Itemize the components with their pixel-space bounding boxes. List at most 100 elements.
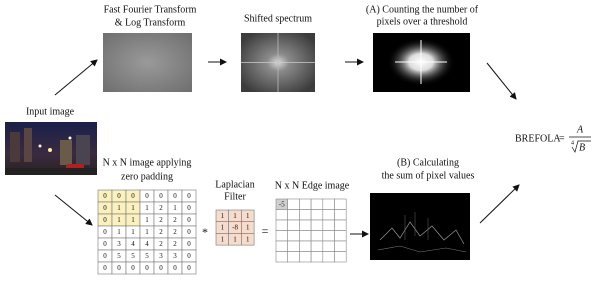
matrix-value: 3 bbox=[117, 240, 121, 248]
matrix-value: 2 bbox=[159, 240, 163, 248]
matrix-value: 1 bbox=[145, 204, 149, 212]
matrix-value: -8 bbox=[232, 224, 238, 232]
matrix-cell bbox=[287, 251, 300, 263]
matrix-value: 0 bbox=[103, 264, 107, 272]
matrix-cell bbox=[310, 198, 324, 210]
padding-label: N x N image applying bbox=[103, 157, 192, 168]
matrix-cell bbox=[310, 230, 324, 242]
matrix-cell bbox=[334, 251, 347, 263]
matrix-value: 1 bbox=[233, 212, 237, 220]
arrow bbox=[479, 184, 520, 224]
matrix-cell bbox=[275, 209, 288, 221]
matrix-cell bbox=[275, 251, 288, 263]
arrow bbox=[54, 59, 98, 96]
edge-matrix: -5 bbox=[275, 198, 347, 263]
matrix-value: 0 bbox=[117, 264, 121, 272]
equals-symbol: = bbox=[262, 224, 269, 238]
matrix-value: 1 bbox=[246, 224, 250, 232]
matrix-value: 0 bbox=[159, 264, 163, 272]
formula-name: BREFOLA bbox=[515, 133, 561, 144]
matrix-cell bbox=[275, 219, 288, 231]
matrix-value: 0 bbox=[117, 192, 121, 200]
laplacian-label: Filter bbox=[224, 191, 246, 202]
matrix-cell bbox=[299, 209, 312, 221]
matrix-value: 1 bbox=[131, 204, 135, 212]
matrix-value: 1 bbox=[145, 216, 149, 224]
laplacian-matrix: 1 1 11 -8 11 1 1 bbox=[215, 209, 255, 246]
edge-label: N x N Edge image bbox=[275, 180, 350, 191]
matrix-value: 0 bbox=[187, 216, 191, 224]
matrix-value: 2 bbox=[159, 228, 163, 236]
matrix-cell bbox=[287, 230, 300, 242]
matrix-value: 0 bbox=[145, 192, 149, 200]
shifted-label: Shifted spectrum bbox=[244, 13, 312, 24]
matrix-value: 1 bbox=[221, 224, 225, 232]
matrix-value: 0 bbox=[103, 252, 107, 260]
matrix-cell bbox=[310, 240, 324, 252]
matrix-value: 5 bbox=[145, 252, 149, 260]
input-label: Input image bbox=[26, 106, 75, 117]
matrix-cell bbox=[181, 261, 197, 275]
matrix-cell bbox=[299, 230, 312, 242]
matrix-cell bbox=[310, 219, 324, 231]
matrix-value: 1 bbox=[221, 212, 225, 220]
matrix-value: 0 bbox=[187, 252, 191, 260]
input-photo bbox=[5, 122, 97, 175]
matrix-cell bbox=[299, 240, 312, 252]
matrix-value: 0 bbox=[187, 204, 191, 212]
branch-b-label: the sum of pixel values bbox=[382, 170, 475, 181]
matrix-value: 4 bbox=[145, 240, 149, 248]
matrix-value: 1 bbox=[117, 204, 121, 212]
matrix-value: 2 bbox=[159, 216, 163, 224]
convolve-symbol: * bbox=[202, 225, 208, 239]
matrix-cell bbox=[310, 209, 324, 221]
matrix-value: 2 bbox=[159, 204, 163, 212]
matrix-cell bbox=[287, 240, 300, 252]
matrix-cell bbox=[322, 219, 335, 231]
matrix-cell bbox=[275, 240, 288, 252]
matrix-value: 1 bbox=[246, 235, 250, 243]
matrix-cell bbox=[287, 219, 300, 231]
matrix-value: 2 bbox=[173, 216, 177, 224]
matrix-value: 1 bbox=[117, 216, 121, 224]
formula-numerator: A bbox=[576, 124, 584, 135]
matrix-value: 2 bbox=[173, 240, 177, 248]
matrix-cell bbox=[334, 198, 347, 210]
matrix-value: 0 bbox=[103, 216, 107, 224]
matrix-cell bbox=[287, 198, 300, 210]
padding-matrix: 0 0 0 0 0 0 0 0 1 1 1 2 1 0 0 1 1 1 2 2 0 0 1 1 1 2 2 0 0 3 4 4 2 2 0 0 5 5 5 3… bbox=[97, 189, 197, 275]
matrix-value: 3 bbox=[159, 252, 163, 260]
matrix-cell bbox=[334, 240, 347, 252]
matrix-value: 0 bbox=[131, 264, 135, 272]
formula: BREFOLA = A 4 B bbox=[515, 124, 591, 153]
laplacian-label: Laplacian bbox=[215, 179, 254, 190]
matrix-cell bbox=[299, 251, 312, 263]
matrix-value: 4 bbox=[131, 240, 135, 248]
matrix-value: 0 bbox=[159, 192, 163, 200]
matrix-cell bbox=[322, 240, 335, 252]
matrix-cell bbox=[241, 233, 255, 246]
edge-sum-image bbox=[370, 193, 470, 260]
matrix-cell bbox=[322, 230, 335, 242]
formula-radicand: B bbox=[579, 142, 585, 153]
matrix-value: -5 bbox=[279, 200, 285, 208]
matrix-value: 1 bbox=[173, 204, 177, 212]
formula-equals: = bbox=[559, 133, 565, 144]
matrix-value: 1 bbox=[221, 235, 225, 243]
matrix-value: 0 bbox=[187, 264, 191, 272]
matrix-value: 1 bbox=[131, 216, 135, 224]
matrix-value: 0 bbox=[173, 192, 177, 200]
matrix-value: 5 bbox=[117, 252, 121, 260]
matrix-value: 0 bbox=[145, 264, 149, 272]
matrix-value: 1 bbox=[117, 228, 121, 236]
fft-image bbox=[103, 33, 192, 92]
branch-b-label: (B) Calculating bbox=[397, 157, 459, 168]
fft-label: Fast Fourier Transform bbox=[104, 4, 197, 15]
matrix-cell bbox=[334, 230, 347, 242]
matrix-cell bbox=[299, 219, 312, 231]
matrix-value: 1 bbox=[145, 228, 149, 236]
matrix-value: 0 bbox=[187, 240, 191, 248]
matrix-value: 2 bbox=[173, 228, 177, 236]
matrix-cell bbox=[299, 198, 312, 210]
